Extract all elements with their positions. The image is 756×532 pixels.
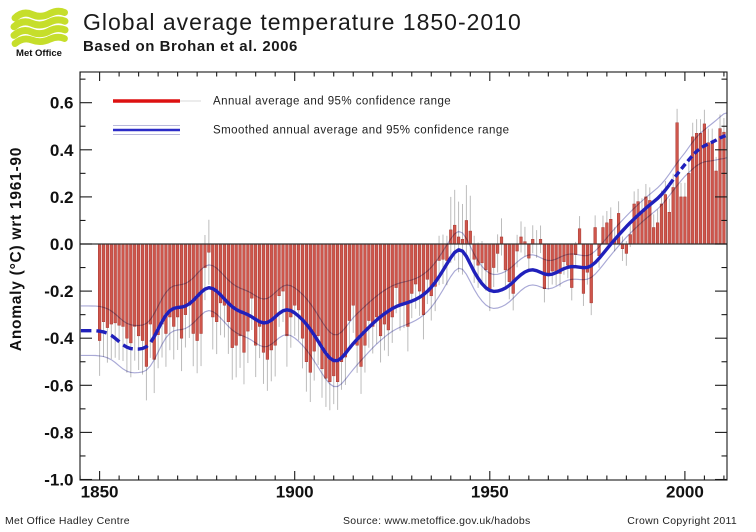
- svg-text:Met Office: Met Office: [16, 48, 62, 59]
- svg-text:0.4: 0.4: [50, 141, 74, 160]
- svg-text:Based on Brohan et al. 2006: Based on Brohan et al. 2006: [83, 38, 298, 55]
- svg-text:Met Office Hadley Centre: Met Office Hadley Centre: [5, 515, 130, 527]
- svg-text:-0.2: -0.2: [44, 282, 73, 301]
- svg-text:Smoothed annual average and 95: Smoothed annual average and 95% confiden…: [213, 125, 510, 137]
- svg-text:-1.0: -1.0: [44, 471, 73, 490]
- svg-text:0.6: 0.6: [50, 94, 74, 113]
- svg-text:Source: www.metoffice.gov.uk/h: Source: www.metoffice.gov.uk/hadobs: [343, 515, 531, 527]
- svg-text:1900: 1900: [276, 483, 314, 502]
- svg-text:Crown Copyright 2011: Crown Copyright 2011: [627, 515, 737, 527]
- svg-text:1950: 1950: [471, 483, 509, 502]
- svg-text:0.0: 0.0: [50, 235, 74, 254]
- svg-text:Annual average and 95% confide: Annual average and 95% confidence range: [213, 96, 451, 108]
- svg-text:-0.8: -0.8: [44, 423, 73, 442]
- svg-text:Global average temperature 185: Global average temperature 1850-2010: [83, 9, 522, 35]
- svg-text:2000: 2000: [666, 483, 704, 502]
- svg-text:-0.6: -0.6: [44, 376, 73, 395]
- svg-text:Anomaly (°C) wrt 1961-90: Anomaly (°C) wrt 1961-90: [8, 147, 25, 351]
- svg-text:-0.4: -0.4: [44, 329, 74, 348]
- svg-text:0.2: 0.2: [50, 188, 74, 207]
- svg-text:1850: 1850: [81, 483, 119, 502]
